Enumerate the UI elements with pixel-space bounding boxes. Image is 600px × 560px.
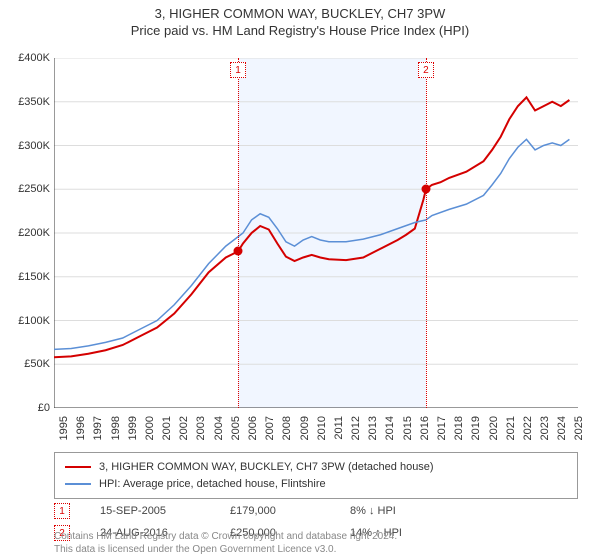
footer-line: This data is licensed under the Open Gov… (54, 543, 397, 556)
transaction-date: 15-SEP-2005 (100, 505, 200, 517)
x-axis-label: 2017 (436, 416, 448, 440)
y-axis-label: £200K (0, 227, 50, 239)
marker-line (426, 58, 427, 408)
legend-item: 3, HIGHER COMMON WAY, BUCKLEY, CH7 3PW (… (65, 459, 567, 476)
marker-dot (234, 247, 243, 256)
x-axis-label: 2011 (333, 416, 345, 440)
titles: 3, HIGHER COMMON WAY, BUCKLEY, CH7 3PW P… (0, 0, 600, 38)
legend-label: 3, HIGHER COMMON WAY, BUCKLEY, CH7 3PW (… (99, 459, 434, 476)
x-axis-label: 1996 (75, 416, 87, 440)
x-axis-label: 2024 (556, 416, 568, 440)
marker-number: 2 (418, 62, 434, 78)
legend-label: HPI: Average price, detached house, Flin… (99, 476, 326, 493)
y-axis-label: £400K (0, 52, 50, 64)
x-axis-label: 2000 (144, 416, 156, 440)
x-axis-label: 2015 (402, 416, 414, 440)
y-axis-label: £50K (0, 358, 50, 370)
x-axis-label: 2009 (299, 416, 311, 440)
x-axis-label: 2004 (213, 416, 225, 440)
x-axis-label: 2012 (350, 416, 362, 440)
legend-swatch (65, 483, 91, 485)
marker-number: 1 (230, 62, 246, 78)
x-axis-label: 2013 (367, 416, 379, 440)
x-axis-label: 2020 (488, 416, 500, 440)
transaction-row: 1 15-SEP-2005 £179,000 8% ↓ HPI (54, 500, 578, 522)
series-line-property (54, 97, 569, 357)
y-axis-label: £150K (0, 271, 50, 283)
chart-title: 3, HIGHER COMMON WAY, BUCKLEY, CH7 3PW (0, 6, 600, 21)
y-axis-label: £300K (0, 140, 50, 152)
x-axis-label: 2005 (230, 416, 242, 440)
x-axis-label: 1999 (127, 416, 139, 440)
x-axis-label: 2014 (384, 416, 396, 440)
footer: Contains HM Land Registry data © Crown c… (54, 530, 397, 556)
marker-line (238, 58, 239, 408)
y-axis-label: £0 (0, 402, 50, 414)
chart-svg (54, 58, 578, 408)
x-axis-label: 2010 (316, 416, 328, 440)
x-axis-label: 2022 (522, 416, 534, 440)
x-axis-label: 1998 (110, 416, 122, 440)
x-axis-label: 2001 (161, 416, 173, 440)
chart-container: 3, HIGHER COMMON WAY, BUCKLEY, CH7 3PW P… (0, 0, 600, 560)
transaction-delta: 8% ↓ HPI (350, 505, 396, 517)
y-axis-label: £350K (0, 96, 50, 108)
x-axis-label: 2018 (453, 416, 465, 440)
legend-item: HPI: Average price, detached house, Flin… (65, 476, 567, 493)
transaction-price: £179,000 (230, 505, 320, 517)
series-line-hpi (54, 139, 569, 349)
x-axis-label: 2002 (178, 416, 190, 440)
legend: 3, HIGHER COMMON WAY, BUCKLEY, CH7 3PW (… (54, 452, 578, 499)
chart-subtitle: Price paid vs. HM Land Registry's House … (0, 23, 600, 38)
x-axis-label: 2019 (470, 416, 482, 440)
x-axis-label: 2016 (419, 416, 431, 440)
y-axis-label: £100K (0, 315, 50, 327)
x-axis-label: 1997 (92, 416, 104, 440)
x-axis-label: 2021 (505, 416, 517, 440)
x-axis-label: 2023 (539, 416, 551, 440)
x-axis-label: 1995 (58, 416, 70, 440)
x-axis-label: 2025 (573, 416, 585, 440)
x-axis-label: 2007 (264, 416, 276, 440)
marker-dot (421, 185, 430, 194)
y-axis-label: £250K (0, 183, 50, 195)
x-axis-label: 2003 (195, 416, 207, 440)
plot-area: 12 (54, 58, 578, 408)
footer-line: Contains HM Land Registry data © Crown c… (54, 530, 397, 543)
marker-number-box: 1 (54, 503, 70, 519)
x-axis-label: 2006 (247, 416, 259, 440)
legend-swatch (65, 466, 91, 468)
x-axis-label: 2008 (281, 416, 293, 440)
